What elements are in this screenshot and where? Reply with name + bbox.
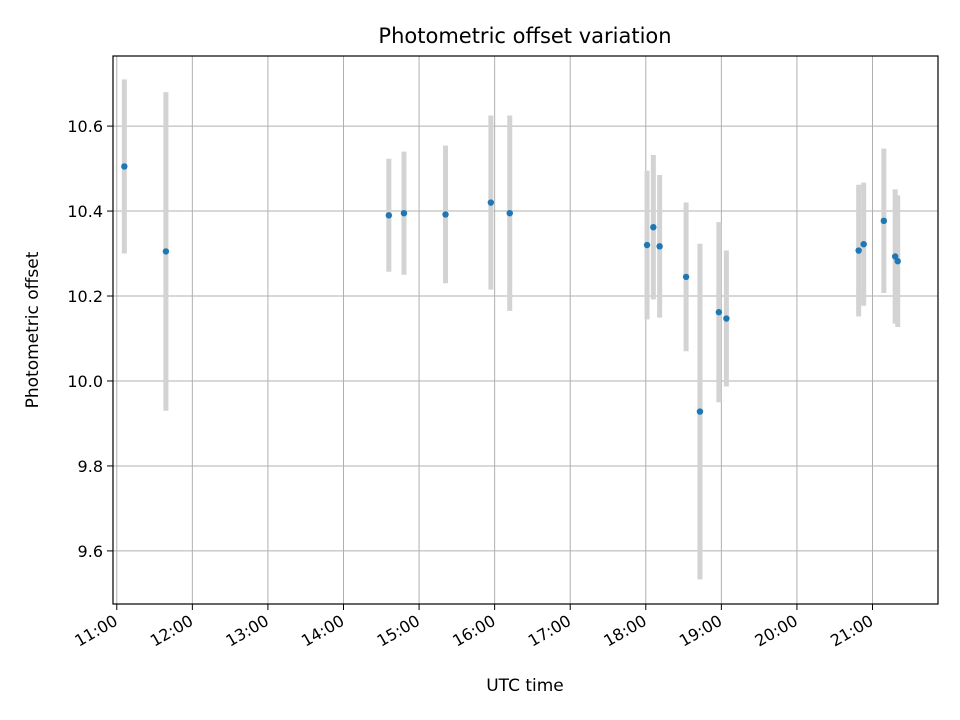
y-tick-label: 9.8 — [78, 457, 103, 476]
data-point — [880, 217, 888, 225]
data-point — [891, 253, 899, 260]
data-point — [385, 212, 393, 219]
y-tick-label: 10.2 — [67, 287, 103, 306]
data-point — [682, 273, 690, 281]
data-point — [723, 315, 730, 322]
data-point — [400, 209, 408, 217]
y-axis-label: Photometric offset — [23, 251, 43, 408]
y-tick-label: 10.0 — [67, 372, 103, 391]
data-point — [162, 248, 170, 255]
data-point — [855, 247, 862, 254]
data-point — [696, 408, 704, 415]
data-point — [442, 211, 449, 218]
data-point — [121, 163, 128, 170]
chart-title: Photometric offset variation — [378, 24, 671, 48]
y-tick-label: 9.6 — [78, 542, 103, 561]
y-tick-label: 10.6 — [67, 117, 103, 136]
data-point — [894, 257, 901, 265]
plot-frame — [112, 55, 939, 605]
data-point — [506, 209, 513, 217]
point-layer — [121, 163, 901, 415]
x-axis-label: UTC time — [486, 676, 564, 696]
grid-layer — [113, 56, 938, 604]
data-point — [860, 240, 867, 248]
data-point — [656, 243, 663, 250]
data-point — [715, 308, 723, 316]
data-point — [643, 241, 651, 249]
data-point — [650, 223, 657, 231]
data-point — [487, 199, 495, 206]
y-tick-label: 10.4 — [67, 202, 103, 221]
